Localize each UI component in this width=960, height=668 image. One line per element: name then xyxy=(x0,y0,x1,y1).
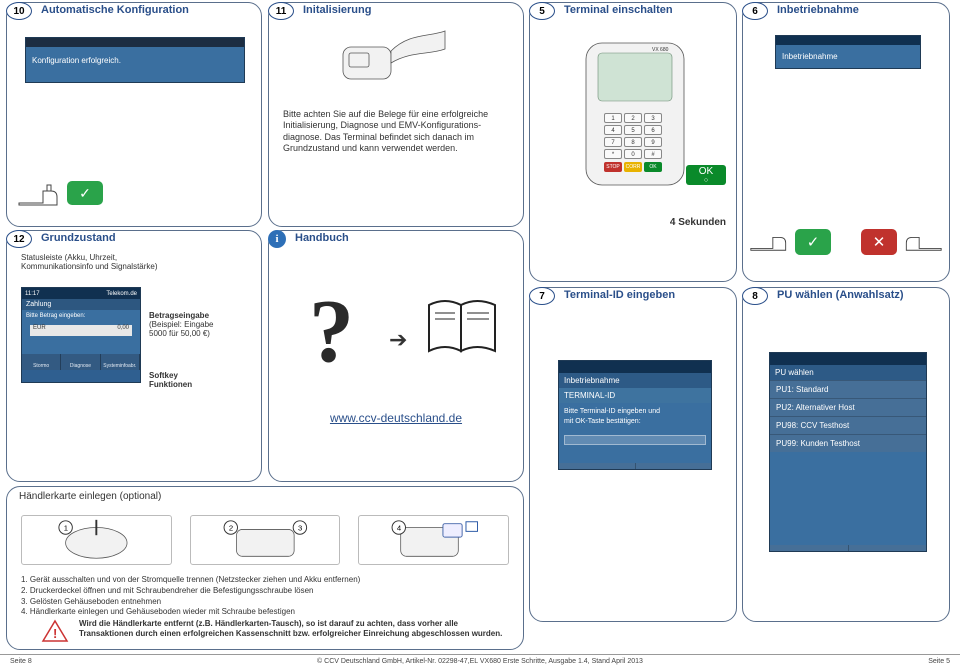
panel-title: PU wählen (Anwahlsatz) xyxy=(777,289,904,301)
list-item: 2. Druckerdeckel öffnen und mit Schraube… xyxy=(21,586,509,597)
time-label: 11:17 xyxy=(25,291,40,297)
book-icon xyxy=(425,295,499,359)
question-mark-icon: ? xyxy=(309,287,354,377)
terminal-screenshot: PU wählen PU1: Standard PU2: Alternative… xyxy=(769,352,927,552)
step-diagram-3: 4 xyxy=(358,515,509,565)
action-row: ✓ ✕ xyxy=(749,219,943,265)
pu-option: PU98: CCV Testhost xyxy=(770,416,926,434)
step-badge: 11 xyxy=(268,2,294,20)
step-diagram-1: 1 xyxy=(21,515,172,565)
panel-6-inbetriebnahme: 6 Inbetriebnahme Inbetriebnahme ✓ ✕ xyxy=(742,2,950,282)
paragraph: Bitte achten Sie auf die Belege für eine… xyxy=(283,109,509,154)
screen-title: Inbetriebnahme xyxy=(559,373,711,388)
terminal-device-icon: VX 680 123 456 789 *0# STOP xyxy=(576,39,694,189)
hand-pointer-icon xyxy=(17,183,65,209)
cancel-pill: ✕ xyxy=(861,229,897,255)
diagram-row: 1 2 3 4 xyxy=(21,515,509,565)
footer-center: © CCV Deutschland GmbH, Artikel-Nr. 0229… xyxy=(317,658,643,665)
screen-statusbar xyxy=(26,38,244,47)
list-item: 4. Händlerkarte einlegen und Gehäusebode… xyxy=(21,607,509,618)
terminal-screenshot: Inbetriebnahme TERMINAL-ID Bitte Termina… xyxy=(558,360,712,470)
terminal-screen: Konfiguration erfolgreich. xyxy=(25,37,245,83)
screen-section: TERMINAL-ID xyxy=(559,388,711,403)
keypad: 123 456 789 *0# xyxy=(604,113,666,159)
input-placeholder-icon xyxy=(564,435,706,445)
screen-text: Konfiguration erfolgreich. xyxy=(32,56,121,65)
warning-icon: ! xyxy=(41,619,69,643)
softkey-bar: Stormo Diagnose Systeminfoabr. xyxy=(22,354,140,370)
svg-text:1: 1 xyxy=(64,523,68,532)
pu-option: PU1: Standard xyxy=(770,380,926,398)
screen-prompt: Bitte Betrag eingeben: xyxy=(26,313,136,319)
list-item: 3. Gelösten Gehäuseboden entnehmen xyxy=(21,597,509,608)
warning-text: Wird die Händlerkarte entfernt (z.B. Hän… xyxy=(79,619,509,639)
instruction-list: 1. Gerät ausschalten und von der Stromqu… xyxy=(21,575,509,618)
ok-button-callout: OK ○ xyxy=(686,165,726,185)
arrow-right-icon: ➔ xyxy=(389,327,407,353)
list-item: 1. Gerät ausschalten und von der Stromqu… xyxy=(21,575,509,586)
panel-5-terminal-einschalten: 5 Terminal einschalten VX 680 123 456 78… xyxy=(529,2,737,282)
svg-text:!: ! xyxy=(53,626,57,641)
pu-option: PU99: Kunden Testhost xyxy=(770,434,926,452)
screen-text: Inbetriebnahme xyxy=(782,44,838,61)
panel-haendlerkarte: Händlerkarte einlegen (optional) 1 2 3 xyxy=(6,486,524,650)
manual-link[interactable]: www.ccv-deutschland.de xyxy=(269,411,523,425)
panel-title: Handbuch xyxy=(295,232,349,244)
panel-title: Automatische Konfiguration xyxy=(41,4,189,16)
pu-option: PU2: Alternativer Host xyxy=(770,398,926,416)
function-keys: STOP CORR OK xyxy=(604,162,666,172)
svg-text:4: 4 xyxy=(397,523,402,532)
screen-title: PU wählen xyxy=(770,365,926,380)
screen-title: Zahlung xyxy=(22,299,140,310)
page-footer: Seite 8 © CCV Deutschland GmbH, Artikel-… xyxy=(0,654,960,668)
statusleiste-label: Statusleiste (Akku, Uhrzeit, Kommunikati… xyxy=(21,253,158,271)
panel-11-initialisierung: 11 Initalisierung Bitte achten Sie auf d… xyxy=(268,2,524,227)
terminal-screenshot: 11:17 Telekom.de Zahlung Bitte Betrag ei… xyxy=(21,287,141,383)
panel-title: Terminal-ID eingeben xyxy=(564,289,675,301)
amount-value: 0,00 xyxy=(117,325,129,336)
info-icon: i xyxy=(268,230,286,248)
panel-title: Initalisierung xyxy=(303,4,371,16)
svg-text:2: 2 xyxy=(229,523,233,532)
page: 10 Automatische Konfiguration Konfigurat… xyxy=(0,0,960,668)
step-badge: 8 xyxy=(742,287,768,305)
hand-pointer-icon xyxy=(749,229,793,255)
screen-line: mit OK-Taste bestätigen: xyxy=(564,417,706,427)
panel-7-terminal-id: 7 Terminal-ID eingeben Inbetriebnahme TE… xyxy=(529,287,737,622)
carrier-label: Telekom.de xyxy=(106,291,137,297)
amount-entry-label: Betragseingabe (Beispiel: Eingabe 5000 f… xyxy=(149,311,257,338)
duration-label: 4 Sekunden xyxy=(670,217,726,228)
panel-10-auto-config: 10 Automatische Konfiguration Konfigurat… xyxy=(6,2,262,227)
panel-title: Terminal einschalten xyxy=(564,4,673,16)
terminal-screen: Inbetriebnahme xyxy=(775,35,921,69)
device-with-receipt-icon xyxy=(339,29,449,85)
confirm-pill: ✓ xyxy=(795,229,831,255)
panel-title: Grundzustand xyxy=(41,232,116,244)
hand-pointer-icon xyxy=(899,229,943,255)
panel-8-pu-waehlen: 8 PU wählen (Anwahlsatz) PU wählen PU1: … xyxy=(742,287,950,622)
step-badge: 12 xyxy=(6,230,32,248)
panel-title: Inbetriebnahme xyxy=(777,4,859,16)
step-badge: 10 xyxy=(6,2,32,20)
softkey-label: Softkey Funktionen xyxy=(149,371,257,389)
step-badge: 6 xyxy=(742,2,768,20)
panel-handbuch: i Handbuch ? ➔ www.ccv-deutschland.de xyxy=(268,230,524,482)
step-badge: 7 xyxy=(529,287,555,305)
step-badge: 5 xyxy=(529,2,555,20)
panel-12-grundzustand: 12 Grundzustand Statusleiste (Akku, Uhrz… xyxy=(6,230,262,482)
panel-title: Händlerkarte einlegen (optional) xyxy=(19,491,161,502)
svg-text:3: 3 xyxy=(298,523,302,532)
screen-line: Bitte Terminal-ID eingeben und xyxy=(564,407,706,417)
ok-label: OK xyxy=(699,167,713,177)
footer-left: Seite 8 xyxy=(10,658,32,665)
currency-label: EUR xyxy=(33,325,46,336)
footer-right: Seite 5 xyxy=(928,658,950,665)
confirm-pill: ✓ xyxy=(67,181,103,205)
step-diagram-2: 2 3 xyxy=(190,515,341,565)
device-label: VX 680 xyxy=(652,47,669,53)
